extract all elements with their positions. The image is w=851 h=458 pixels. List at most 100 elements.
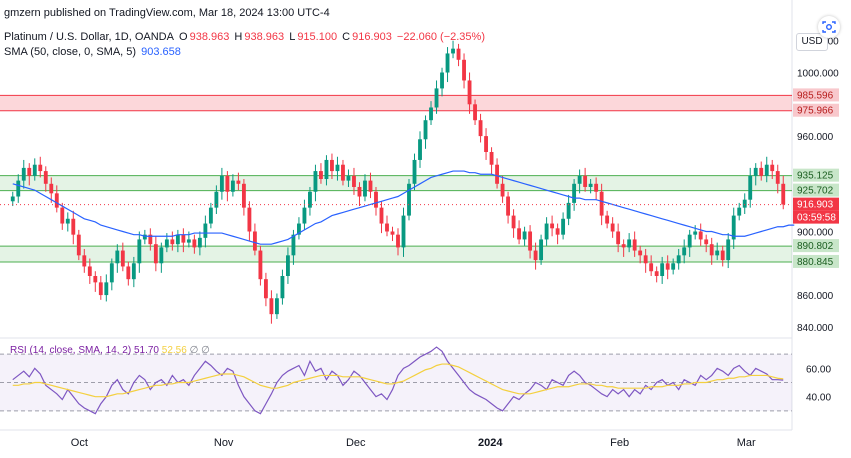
candle-body [313, 171, 318, 192]
x-tick-label: Mar [737, 437, 756, 449]
candle-body [241, 183, 246, 208]
candle-body [192, 239, 197, 248]
candle-body [181, 234, 186, 243]
price-label-bg-1 [793, 103, 839, 117]
candle-body [170, 239, 175, 245]
candle-body [32, 164, 37, 176]
candle-body [302, 207, 307, 224]
candle-body [544, 223, 549, 240]
candle-body [462, 59, 466, 81]
candle-body [374, 191, 378, 208]
candle-body [654, 271, 659, 276]
price-label-4: 916.903 [797, 200, 834, 211]
y-tick-label: 960.000 [797, 132, 834, 143]
candle-body [291, 234, 296, 256]
candle-body [308, 191, 312, 208]
candle-body [27, 167, 32, 176]
sma-value: 903.658 [141, 46, 181, 58]
price-label-2: 935.125 [797, 171, 834, 182]
candle-body [693, 231, 698, 235]
candle-body [649, 263, 654, 272]
price-label-bg-6 [793, 239, 839, 253]
candle-body [583, 175, 588, 187]
candle-body [759, 167, 764, 176]
candle-body [10, 196, 15, 202]
sma-line [12, 170, 795, 245]
candle-body [632, 239, 637, 251]
sma-label[interactable]: SMA (50, close, 0, SMA, 5) [4, 46, 137, 58]
candle-body [742, 199, 747, 208]
candle-body [38, 164, 43, 172]
rsi-extra-1: ∅ [189, 345, 199, 356]
candle-body [131, 263, 136, 280]
price-label-bg-2 [793, 168, 839, 182]
candle-body [142, 234, 147, 240]
candle-body [478, 120, 483, 137]
snapshot-button[interactable] [818, 16, 840, 38]
candle-body [588, 183, 593, 187]
candle-body [269, 298, 274, 315]
candle-body [577, 175, 582, 184]
candle-body [671, 263, 676, 270]
rsi-value: 51.70 [133, 345, 159, 356]
y-tick-label: 840.000 [797, 323, 834, 334]
candle-body [197, 237, 202, 248]
candle-body [115, 250, 120, 264]
price-label-bg-3 [793, 183, 839, 197]
low-label: L [289, 31, 296, 43]
candle-body [572, 183, 577, 203]
candle-body [737, 207, 742, 216]
candle-body [594, 183, 599, 192]
published-text: gmzern published on TradingView.com, Mar… [4, 7, 330, 19]
candle-body [236, 180, 241, 184]
rsi-tick-label: 60.00 [806, 364, 831, 375]
candle-body [137, 239, 142, 264]
currency-button[interactable]: USD [796, 33, 828, 51]
y-tick-label: 860.000 [797, 291, 834, 302]
candle-body [418, 139, 422, 160]
price-label-5: 03:59:58 [797, 213, 836, 224]
x-tick-label: Dec [346, 437, 366, 449]
candle-body [495, 164, 499, 184]
candle-body [621, 244, 626, 248]
sma-legend: SMA (50, close, 0, SMA, 5) 903.658 [4, 46, 183, 58]
candle-body [528, 231, 533, 251]
candle-body [203, 223, 208, 238]
candle-body [164, 239, 169, 248]
price-label-7: 880.845 [797, 257, 834, 268]
x-tick-label: 2024 [478, 437, 503, 449]
symbol-label[interactable]: Platinum / U.S. Dollar, 1D, OANDA [4, 31, 174, 43]
high-value: 938.963 [244, 31, 285, 43]
candle-body [286, 255, 290, 276]
candle-body [87, 266, 92, 276]
candle-body [566, 202, 571, 219]
candle-body [726, 239, 731, 261]
candle-body [610, 223, 615, 232]
low-value: 915.100 [297, 31, 338, 43]
candle-body [440, 72, 444, 89]
candle-body [43, 171, 48, 184]
candle-body [522, 231, 527, 240]
candle-body [753, 167, 758, 176]
candle-body [60, 207, 65, 224]
candle-body [407, 183, 411, 216]
candle-body [368, 180, 373, 192]
candle-body [396, 234, 400, 248]
candle-body [379, 207, 384, 224]
change-value: −22.060 (−2.35%) [396, 31, 485, 43]
candle-body [555, 228, 560, 235]
candle-body [65, 218, 70, 224]
candle-body [390, 231, 395, 235]
candle-body [153, 244, 158, 264]
candle-body [357, 186, 362, 197]
candle-body [698, 231, 703, 240]
y-tick-label: 900.000 [797, 227, 834, 238]
price-label-1: 975.966 [797, 106, 834, 117]
close-label: C [342, 31, 351, 43]
rsi-label[interactable]: RSI (14, close, SMA, 14, 2) [10, 345, 132, 356]
price-label-bg-4 [793, 197, 839, 211]
candle-body [352, 175, 356, 187]
candle-body [280, 276, 285, 299]
open-label: O [179, 31, 188, 43]
